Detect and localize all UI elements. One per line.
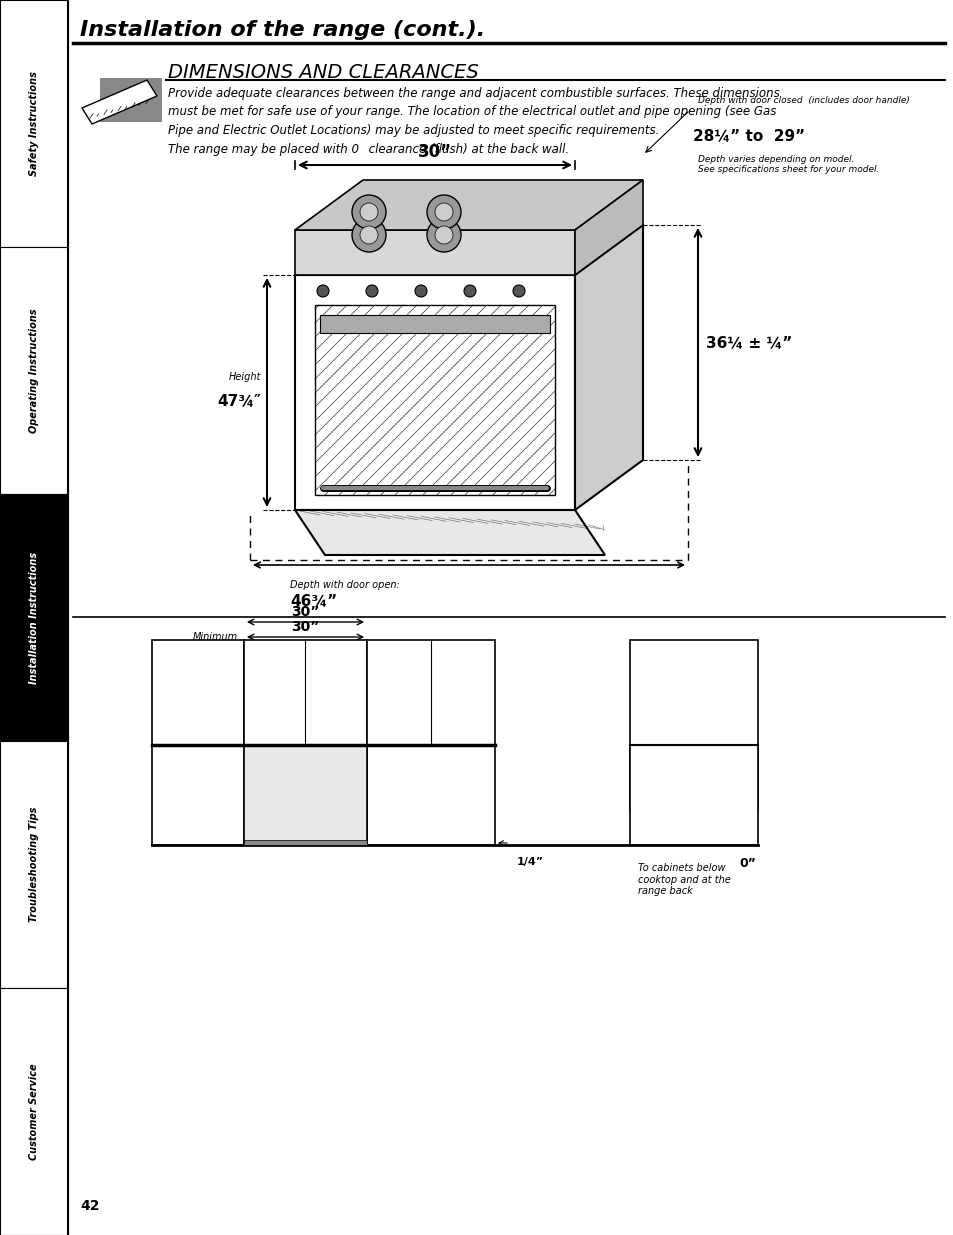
- Text: 1/4”: 1/4”: [516, 857, 543, 867]
- Bar: [244, 745, 367, 845]
- Circle shape: [316, 285, 329, 296]
- Text: 30”: 30”: [417, 143, 452, 161]
- Bar: [244, 840, 367, 845]
- Text: Safety Instructions: Safety Instructions: [29, 72, 39, 175]
- Text: 46¾”: 46¾”: [290, 593, 337, 608]
- Circle shape: [359, 203, 377, 221]
- Polygon shape: [294, 510, 604, 555]
- Circle shape: [359, 226, 377, 245]
- Bar: [0, 247, 68, 494]
- Bar: [314, 305, 555, 495]
- Text: Front edge of
the range side
panel forward
from cabinet: Front edge of the range side panel forwa…: [638, 767, 708, 811]
- Text: 30”: 30”: [291, 605, 319, 619]
- Text: Depth varies depending on model.
See specifications sheet for your model.: Depth varies depending on model. See spe…: [698, 156, 879, 174]
- Circle shape: [427, 195, 460, 228]
- Text: To cabinets below
cooktop and at the
range back: To cabinets below cooktop and at the ran…: [638, 863, 730, 897]
- Text: Height: Height: [229, 373, 261, 383]
- Bar: [294, 275, 575, 510]
- Text: 28¼” to  29”: 28¼” to 29”: [692, 128, 804, 143]
- Circle shape: [435, 203, 453, 221]
- Bar: [0, 494, 68, 741]
- Text: 47¾″: 47¾″: [216, 393, 261, 408]
- Polygon shape: [575, 225, 642, 510]
- Circle shape: [427, 219, 460, 252]
- Text: Provide adequate clearances between the range and adjacent combustible surfaces.: Provide adequate clearances between the …: [168, 86, 779, 137]
- Text: The range may be placed with 0  clearance (flush) at the back wall.: The range may be placed with 0 clearance…: [168, 143, 569, 156]
- Circle shape: [513, 285, 524, 296]
- Circle shape: [415, 285, 427, 296]
- Text: 36”: 36”: [272, 788, 299, 802]
- Text: 2”: 2”: [363, 785, 380, 798]
- Text: Depth with door open:: Depth with door open:: [290, 580, 399, 590]
- Bar: [244, 640, 367, 745]
- Bar: [0, 0, 68, 247]
- Bar: [367, 640, 495, 745]
- Text: DIMENSIONS AND CLEARANCES: DIMENSIONS AND CLEARANCES: [168, 63, 478, 82]
- Polygon shape: [82, 80, 157, 124]
- Text: Minimum: Minimum: [193, 632, 237, 642]
- Text: 0”: 0”: [739, 857, 756, 869]
- Polygon shape: [575, 180, 642, 275]
- Text: Installation of the range (cont.).: Installation of the range (cont.).: [80, 20, 485, 40]
- Polygon shape: [294, 230, 575, 275]
- Circle shape: [435, 226, 453, 245]
- Circle shape: [352, 195, 386, 228]
- Text: Customer Service: Customer Service: [29, 1063, 39, 1160]
- Bar: [367, 745, 495, 845]
- Bar: [629, 640, 758, 810]
- Bar: [152, 745, 244, 845]
- Circle shape: [463, 285, 476, 296]
- Text: 36¼ ± ¼”: 36¼ ± ¼”: [705, 335, 792, 350]
- Text: Depth with door closed  (includes door handle): Depth with door closed (includes door ha…: [698, 96, 909, 105]
- Bar: [0, 741, 68, 988]
- Text: Minimum to
cabinets on
either side of
the range: Minimum to cabinets on either side of th…: [168, 664, 232, 709]
- Text: Maximum depth
for cabinets above
countertops: Maximum depth for cabinets above counter…: [635, 710, 725, 743]
- Text: Troubleshooting Tips: Troubleshooting Tips: [29, 806, 39, 923]
- Text: 18”: 18”: [184, 798, 213, 811]
- Bar: [319, 315, 550, 333]
- Bar: [0, 988, 68, 1235]
- Bar: [629, 745, 758, 845]
- Text: 30”: 30”: [291, 620, 319, 634]
- Text: To wall on either side
sealed burner models: To wall on either side sealed burner mod…: [385, 789, 491, 811]
- Polygon shape: [294, 225, 642, 275]
- Text: Operating Instructions: Operating Instructions: [29, 309, 39, 432]
- Text: 13”: 13”: [679, 763, 707, 777]
- Text: Installation Instructions: Installation Instructions: [29, 552, 39, 683]
- Circle shape: [366, 285, 377, 296]
- Bar: [100, 78, 162, 122]
- Circle shape: [352, 219, 386, 252]
- Text: 42: 42: [80, 1199, 99, 1213]
- Bar: [152, 640, 244, 745]
- Polygon shape: [294, 180, 642, 230]
